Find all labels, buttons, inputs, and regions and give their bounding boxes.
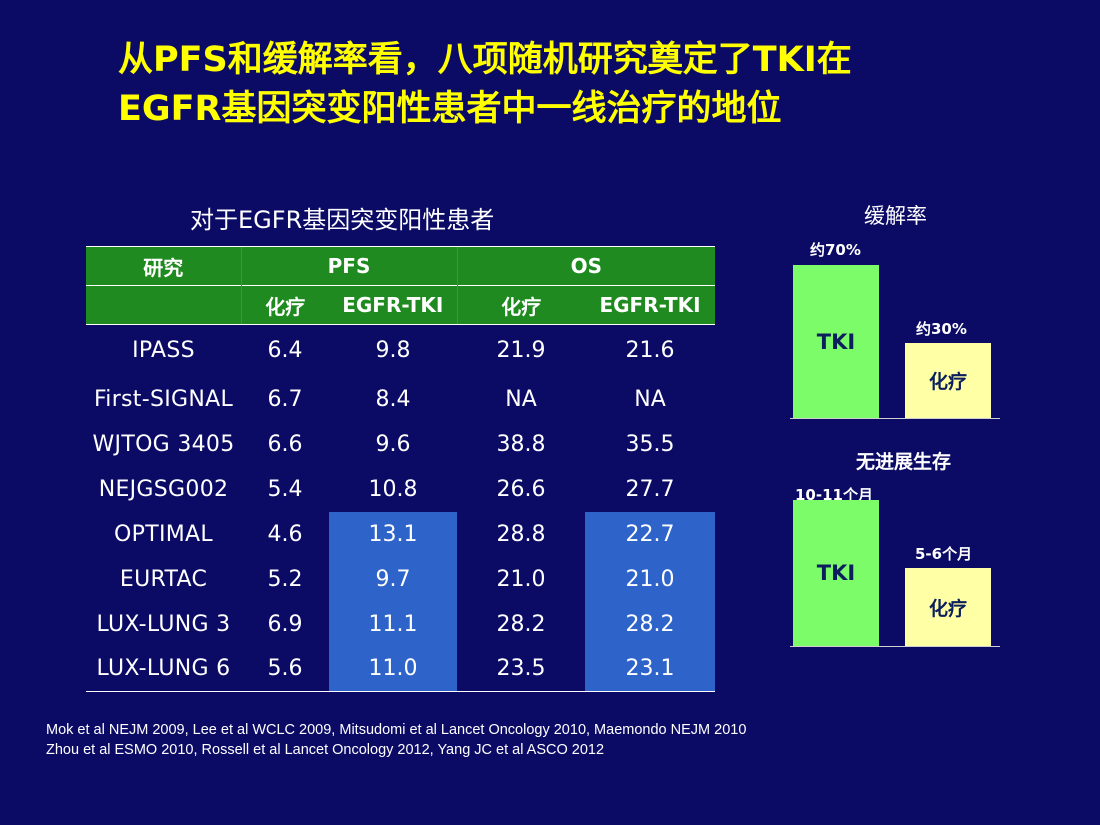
- pfs-tki-cell-highlighted: 11.1: [329, 601, 458, 647]
- os-chemo-cell: 38.8: [496, 431, 546, 457]
- table-caption: 对于EGFR基因突变阳性患者: [190, 206, 495, 234]
- header-os-tki: EGFR-TKI: [585, 285, 716, 325]
- os-tki-cell: 27.7: [625, 476, 675, 502]
- study-name: LUX-LUNG 3: [96, 611, 231, 637]
- table-row: OPTIMAL 4.6 13.1 28.8 22.7: [86, 511, 716, 557]
- header-pfs-tki: EGFR-TKI: [329, 285, 458, 325]
- table-row: LUX-LUNG 3 6.9 11.1 28.2 28.2: [86, 601, 716, 647]
- bar-value-label: 约30%: [916, 320, 967, 338]
- pfs-chemo-cell: 6.6: [267, 431, 303, 457]
- os-chemo-cell: 21.0: [496, 566, 546, 592]
- header-pfs: PFS: [240, 246, 458, 286]
- pfs-chemo-cell: 5.2: [267, 566, 303, 592]
- os-tki-cell: NA: [634, 386, 666, 412]
- pfs-chemo-cell: 4.6: [267, 521, 303, 547]
- bar-category-label: 化疗: [928, 371, 967, 393]
- os-tki-cell-highlighted: 28.2: [585, 601, 716, 647]
- bar-value-label: 约70%: [810, 241, 861, 259]
- pfs-tki-cell: 9.6: [375, 431, 411, 457]
- pfs-tki-cell: 10.8: [368, 476, 418, 502]
- bar-tki: TKI: [793, 265, 879, 418]
- study-name: WJTOG 3405: [92, 431, 235, 457]
- bar-chemo: 化疗: [905, 568, 991, 646]
- trials-table: 研究 PFS OS 化疗 EGFR-TKI 化疗 EGFR-TKI IPASS …: [86, 246, 716, 692]
- header-study: 研究: [86, 246, 241, 286]
- study-name: NEJGSG002: [98, 476, 229, 502]
- os-tki-cell-highlighted: 22.7: [585, 511, 716, 557]
- os-tki-cell: 35.5: [625, 431, 675, 457]
- header-os-chemo: 化疗: [456, 285, 586, 325]
- header-blank: [86, 285, 241, 325]
- os-chemo-cell: 23.5: [457, 646, 586, 692]
- chart-title: 无进展生存: [856, 451, 952, 473]
- bar-tki: TKI: [793, 500, 879, 646]
- slide-title: 从PFS和缓解率看，八项随机研究奠定了TKI在 EGFR基因突变阳性患者中一线治…: [118, 36, 1078, 134]
- pfs-chemo-cell: 5.6: [241, 646, 329, 692]
- pfs-tki-cell-highlighted: 13.1: [329, 511, 458, 557]
- study-name: First-SIGNAL: [93, 386, 234, 412]
- os-tki-cell: 21.6: [625, 338, 675, 364]
- study-name: LUX-LUNG 6: [86, 646, 241, 692]
- os-chemo-cell: 26.6: [496, 476, 546, 502]
- chart-baseline: [790, 646, 1000, 647]
- table-row: IPASS 6.4 9.8 21.9 21.6: [86, 325, 715, 377]
- bar-chemo: 化疗: [905, 343, 991, 418]
- study-name: OPTIMAL: [114, 521, 213, 547]
- pfs-tki-cell-highlighted: 9.7: [329, 556, 458, 602]
- os-tki-cell-highlighted: 23.1: [585, 646, 716, 692]
- study-name: EURTAC: [119, 566, 208, 592]
- bar-category-label: TKI: [816, 329, 856, 354]
- pfs-chemo-cell: 6.4: [267, 338, 303, 364]
- pfs-chemo-cell: 6.9: [267, 611, 303, 637]
- table-row: EURTAC 5.2 9.7 21.0 21.0: [86, 556, 716, 602]
- chart-title: 缓解率: [864, 204, 927, 228]
- pfs-chemo-cell: 6.7: [267, 386, 303, 412]
- slide-title-line1: 从PFS和缓解率看，八项随机研究奠定了TKI在: [118, 40, 852, 80]
- reference-line1: Mok et al NEJM 2009, Lee et al WCLC 2009…: [46, 722, 747, 738]
- chart-baseline: [790, 418, 1000, 419]
- header-os: OS: [456, 246, 716, 286]
- table-row: LUX-LUNG 6 5.6 11.0 23.5 23.1: [86, 646, 716, 692]
- bar-category-label: TKI: [816, 561, 856, 585]
- study-name: IPASS: [132, 338, 195, 364]
- pfs-chemo-cell: 5.4: [267, 476, 303, 502]
- header-pfs-chemo: 化疗: [240, 285, 329, 325]
- table-row: NEJGSG002 5.4 10.8 26.6 27.7: [86, 467, 715, 512]
- os-chemo-cell: 21.9: [496, 338, 546, 364]
- slide-title-line2: EGFR基因突变阳性患者中一线治疗的地位: [118, 89, 782, 129]
- os-chemo-cell: 28.2: [496, 611, 546, 637]
- reference-line2: Zhou et al ESMO 2010, Rossell et al Lanc…: [46, 742, 605, 758]
- references: Mok et al NEJM 2009, Lee et al WCLC 2009…: [46, 720, 746, 760]
- os-tki-cell-highlighted: 21.0: [585, 556, 716, 602]
- os-chemo-cell: NA: [505, 386, 537, 412]
- bar-value-label: 10-11个月: [795, 486, 873, 504]
- pfs-tki-cell: 9.8: [375, 338, 411, 364]
- pfs-tki-cell-highlighted: 11.0: [329, 646, 458, 692]
- pfs-tki-cell: 8.4: [375, 386, 411, 412]
- bar-value-label: 5-6个月: [915, 545, 973, 563]
- table-row: First-SIGNAL 6.7 8.4 NA NA: [86, 377, 715, 422]
- os-chemo-cell: 28.8: [496, 521, 546, 547]
- table-row: WJTOG 3405 6.6 9.6 38.8 35.5: [86, 422, 715, 467]
- bar-category-label: 化疗: [928, 597, 967, 620]
